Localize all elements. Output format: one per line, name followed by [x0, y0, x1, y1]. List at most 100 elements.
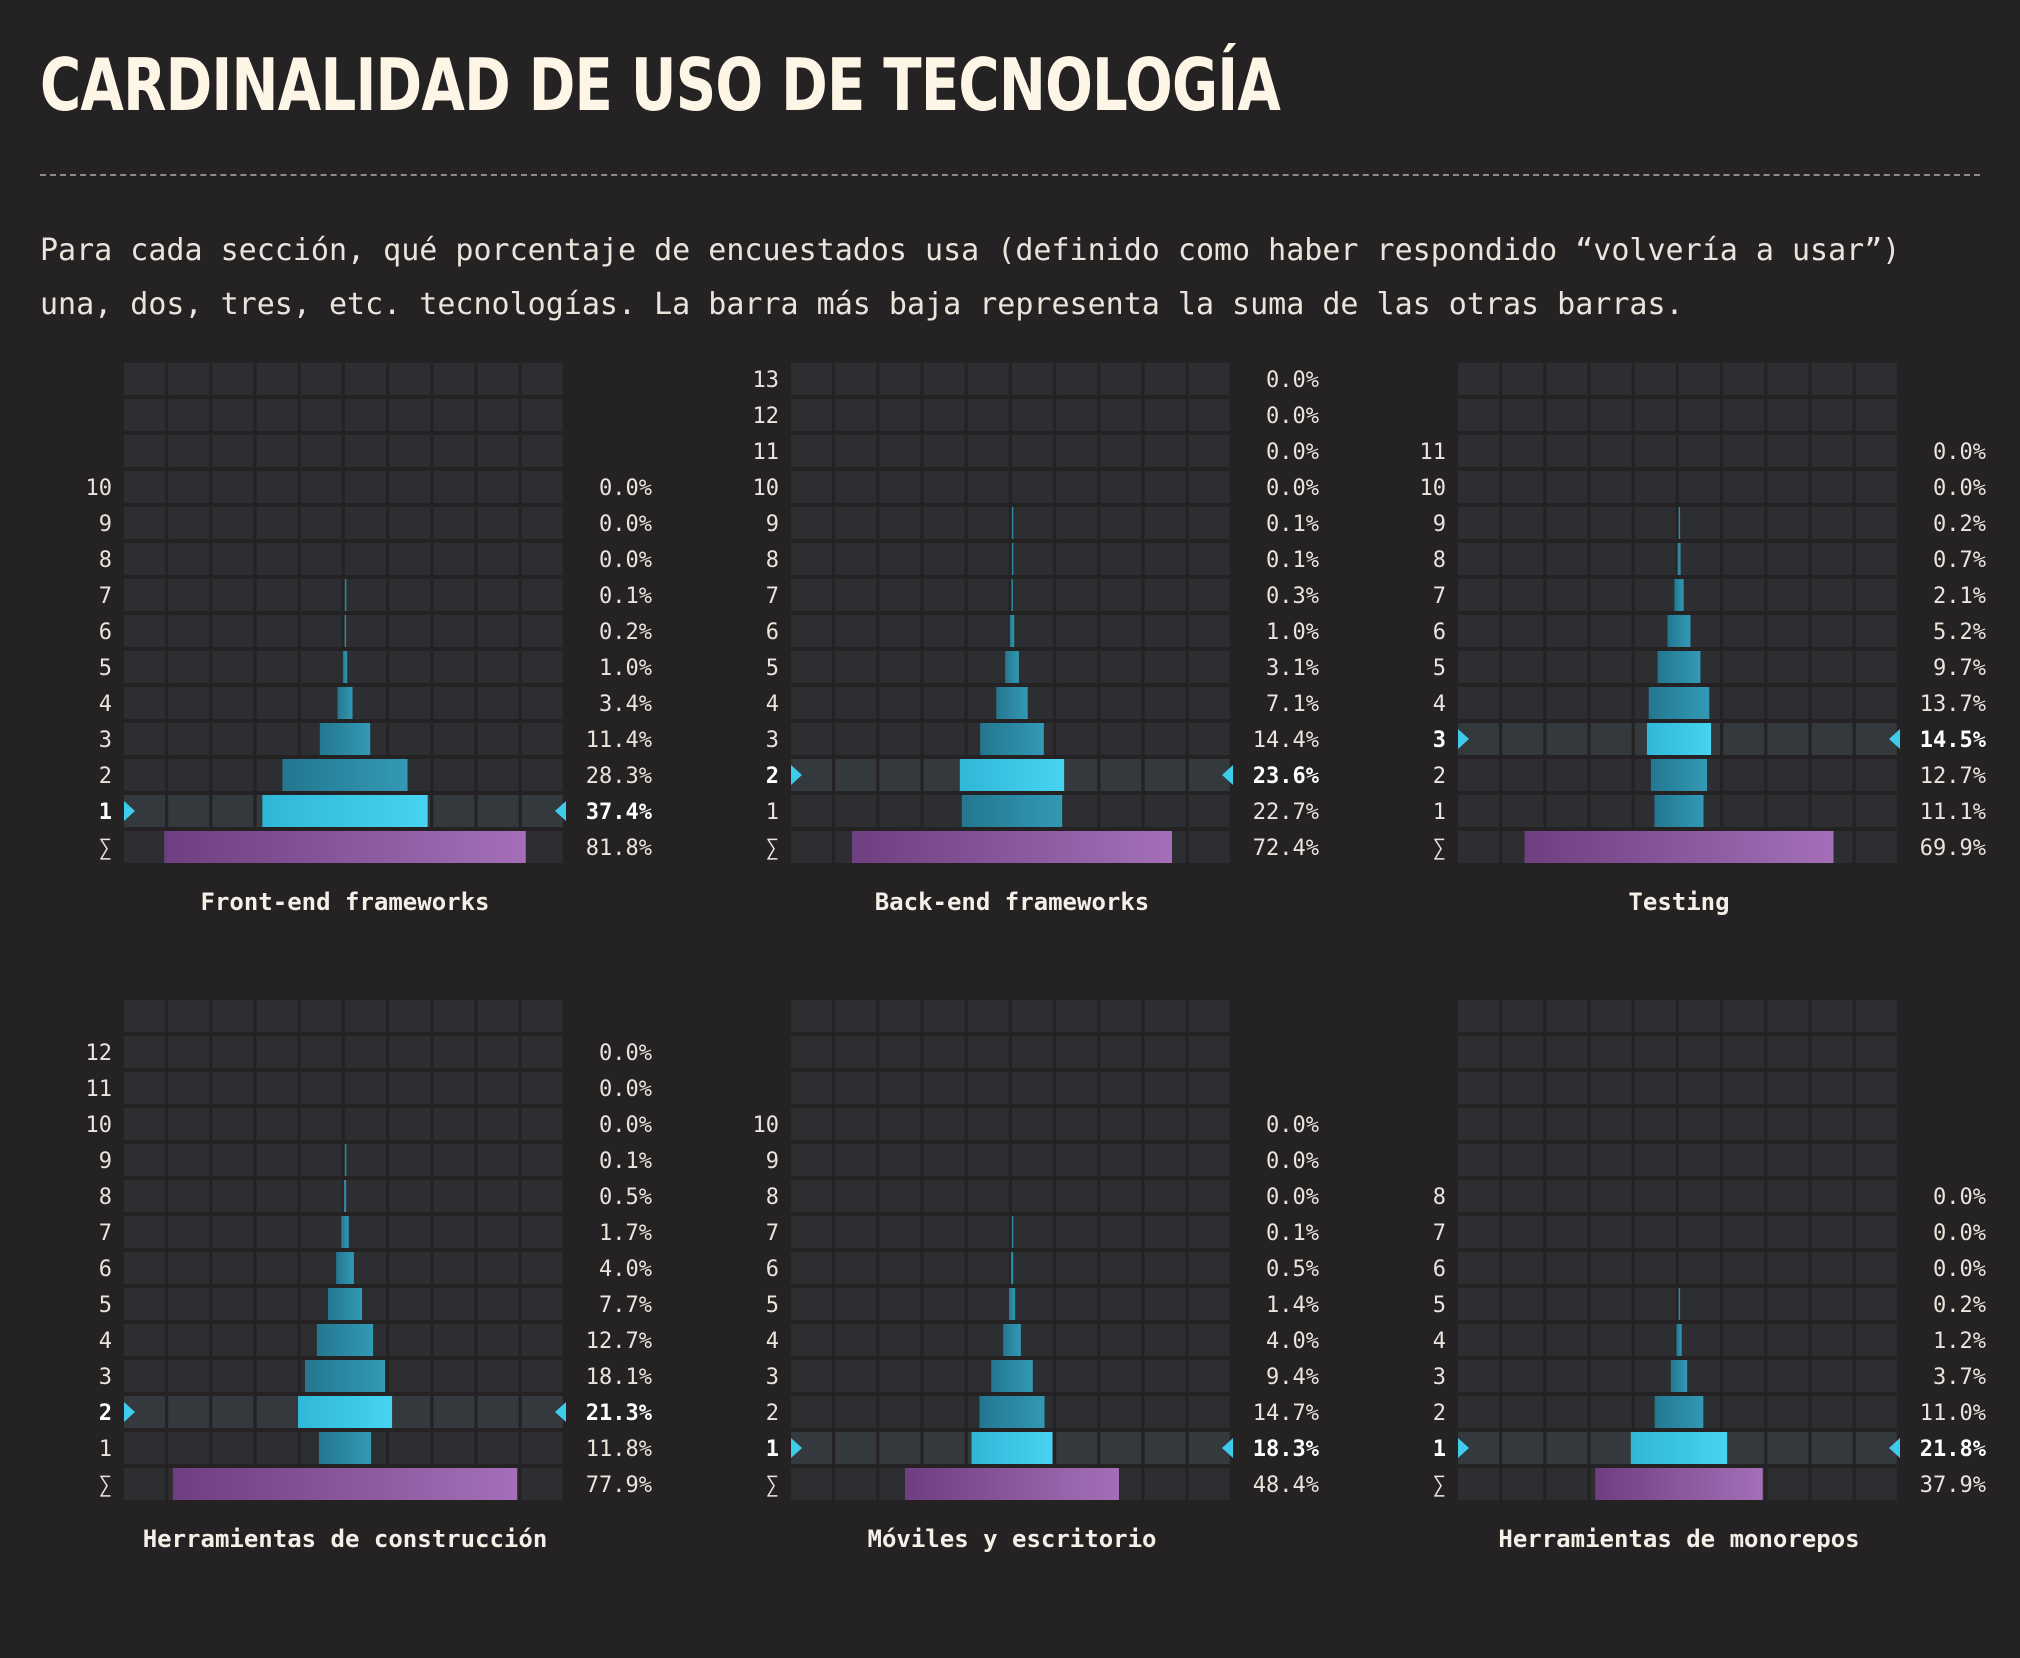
grid-cell: [1458, 831, 1499, 863]
grid-cell: [1458, 795, 1499, 827]
bar: [316, 1324, 374, 1356]
grid-cell: [433, 507, 475, 539]
grid-cell: [1502, 1396, 1544, 1428]
grid-cell: [1634, 1144, 1676, 1176]
grid-cell: [477, 1360, 519, 1392]
row-label: 3: [99, 728, 112, 753]
row-label: 7: [766, 584, 779, 609]
grid-cell: [1144, 507, 1186, 539]
grid-cell: [1723, 1288, 1765, 1320]
grid-cell: [1723, 723, 1765, 755]
row-label: 5: [99, 656, 112, 681]
row-label: 8: [99, 548, 112, 573]
value-label: 0.0%: [1266, 440, 1319, 465]
grid-cell: [1855, 1216, 1897, 1248]
grid-cell: [1502, 1324, 1544, 1356]
grid-cell: [1458, 1144, 1499, 1176]
grid-cell: [1012, 543, 1053, 575]
grid-cell: [923, 1396, 965, 1428]
grid-cell: [967, 1072, 1009, 1104]
bar: [282, 759, 408, 791]
grid-cell: [879, 723, 921, 755]
grid-cell: [1188, 651, 1230, 683]
grid-cell: [1144, 1144, 1186, 1176]
grid-cell: [1811, 363, 1853, 395]
grid-cell: [1012, 579, 1053, 611]
grid-cell: [256, 1144, 298, 1176]
value-label: 9.4%: [1266, 1365, 1319, 1390]
grid-cell: [1855, 399, 1897, 431]
row-label: 1: [766, 1437, 779, 1462]
row-label: 4: [99, 692, 112, 717]
grid-cell: [1502, 507, 1544, 539]
grid-cell: [835, 1180, 877, 1212]
value-label: 1.2%: [1933, 1329, 1986, 1354]
grid-cell: [791, 1324, 832, 1356]
grid-cell: [1767, 687, 1809, 719]
grid-cell: [168, 543, 210, 575]
grid-cell: [433, 1252, 475, 1284]
grid-cell: [124, 579, 165, 611]
value-label: 9.7%: [1933, 656, 1986, 681]
sum-bar: [851, 831, 1173, 863]
grid-cell: [300, 1108, 342, 1140]
grid-cell: [1100, 471, 1142, 503]
grid-cell: [433, 435, 475, 467]
grid-cell: [1679, 1000, 1720, 1032]
grid-cell: [791, 1468, 832, 1500]
grid-cell: [124, 1072, 165, 1104]
row-label: 9: [766, 512, 779, 537]
grid-cell: [521, 1072, 563, 1104]
grid-cell: [433, 543, 475, 575]
grid-cell: [1012, 507, 1053, 539]
grid-cell: [256, 723, 298, 755]
grid-cell: [212, 723, 254, 755]
grid-cell: [967, 1324, 1009, 1356]
grid-cell: [1723, 1036, 1765, 1068]
grid-cell: [168, 1360, 210, 1392]
grid-cell: [1811, 471, 1853, 503]
sum-symbol: ∑: [1433, 836, 1446, 861]
grid-cell: [1811, 651, 1853, 683]
bar: [1657, 651, 1701, 683]
grid-cell: [345, 579, 386, 611]
value-label: 2.1%: [1933, 584, 1986, 609]
grid-cell: [1590, 1144, 1632, 1176]
row-label: 4: [99, 1329, 112, 1354]
grid-cell: [168, 687, 210, 719]
grid-cell: [389, 363, 431, 395]
grid-cell: [1679, 579, 1720, 611]
grid-cell: [521, 687, 563, 719]
grid-cell: [212, 795, 254, 827]
grid-cell: [521, 723, 563, 755]
grid-cell: [923, 615, 965, 647]
highlight-marker-right: [1889, 1438, 1900, 1458]
grid-cell: [212, 1216, 254, 1248]
bar: [318, 1432, 372, 1464]
grid-cell: [256, 1252, 298, 1284]
grid-cell: [477, 615, 519, 647]
grid-cell: [1811, 1396, 1853, 1428]
grid-cell: [256, 1108, 298, 1140]
grid-cell: [345, 399, 386, 431]
grid-cell: [1056, 1216, 1098, 1248]
grid-cell: [1546, 723, 1588, 755]
grid-cell: [389, 1324, 431, 1356]
grid-cell: [521, 507, 563, 539]
grid-cell: [1855, 507, 1897, 539]
grid-cell: [1634, 1108, 1676, 1140]
row-label: 11: [86, 1077, 113, 1102]
grid-cell: [1546, 507, 1588, 539]
grid-cell: [1634, 435, 1676, 467]
grid-cell: [1144, 363, 1186, 395]
grid-cell: [124, 1180, 165, 1212]
grid-cell: [1100, 363, 1142, 395]
grid-cell: [835, 363, 877, 395]
grid-cell: [1144, 1468, 1186, 1500]
value-label: 14.7%: [1253, 1401, 1319, 1426]
grid-cell: [1723, 1324, 1765, 1356]
value-label: 11.8%: [586, 1437, 652, 1462]
grid-cell: [1590, 399, 1632, 431]
grid-cell: [389, 435, 431, 467]
grid-cell: [1056, 651, 1098, 683]
